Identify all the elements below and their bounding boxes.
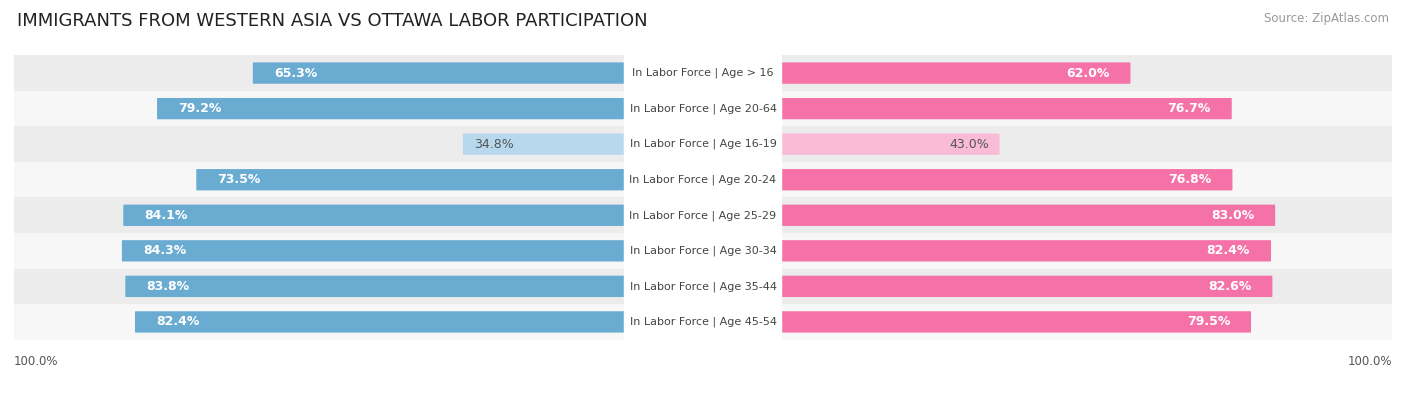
FancyBboxPatch shape [703, 276, 1272, 297]
Bar [14, 91, 1392, 126]
FancyBboxPatch shape [624, 224, 782, 278]
Text: In Labor Force | Age 45-54: In Labor Force | Age 45-54 [630, 317, 776, 327]
Legend: Immigrants from Western Asia, Ottawa: Immigrants from Western Asia, Ottawa [548, 390, 858, 395]
Text: In Labor Force | Age 30-34: In Labor Force | Age 30-34 [630, 246, 776, 256]
Text: In Labor Force | Age 25-29: In Labor Force | Age 25-29 [630, 210, 776, 220]
Text: 100.0%: 100.0% [14, 355, 59, 367]
Text: 83.8%: 83.8% [146, 280, 190, 293]
Text: 62.0%: 62.0% [1066, 67, 1109, 79]
FancyBboxPatch shape [125, 276, 703, 297]
FancyBboxPatch shape [157, 98, 703, 119]
Text: In Labor Force | Age > 16: In Labor Force | Age > 16 [633, 68, 773, 78]
FancyBboxPatch shape [624, 153, 782, 207]
FancyBboxPatch shape [197, 169, 703, 190]
Text: 79.2%: 79.2% [179, 102, 221, 115]
Bar [14, 233, 1392, 269]
Text: 84.3%: 84.3% [143, 245, 186, 257]
FancyBboxPatch shape [624, 82, 782, 135]
Text: 82.6%: 82.6% [1208, 280, 1251, 293]
FancyBboxPatch shape [624, 46, 782, 100]
FancyBboxPatch shape [703, 62, 1130, 84]
FancyBboxPatch shape [124, 205, 703, 226]
Text: In Labor Force | Age 16-19: In Labor Force | Age 16-19 [630, 139, 776, 149]
FancyBboxPatch shape [703, 169, 1233, 190]
Text: In Labor Force | Age 20-24: In Labor Force | Age 20-24 [630, 175, 776, 185]
Bar [14, 55, 1392, 91]
FancyBboxPatch shape [703, 205, 1275, 226]
FancyBboxPatch shape [624, 117, 782, 171]
Text: 100.0%: 100.0% [1347, 355, 1392, 367]
Bar [14, 198, 1392, 233]
Text: 34.8%: 34.8% [474, 138, 513, 150]
Text: 82.4%: 82.4% [156, 316, 200, 328]
FancyBboxPatch shape [463, 134, 703, 155]
Text: 76.7%: 76.7% [1167, 102, 1211, 115]
FancyBboxPatch shape [703, 240, 1271, 261]
Text: 82.4%: 82.4% [1206, 245, 1250, 257]
Text: 43.0%: 43.0% [949, 138, 988, 150]
Text: 83.0%: 83.0% [1211, 209, 1254, 222]
FancyBboxPatch shape [703, 311, 1251, 333]
Text: 79.5%: 79.5% [1187, 316, 1230, 328]
Text: 65.3%: 65.3% [274, 67, 316, 79]
Text: In Labor Force | Age 20-64: In Labor Force | Age 20-64 [630, 103, 776, 114]
Text: 76.8%: 76.8% [1168, 173, 1212, 186]
Text: In Labor Force | Age 35-44: In Labor Force | Age 35-44 [630, 281, 776, 292]
FancyBboxPatch shape [253, 62, 703, 84]
Text: IMMIGRANTS FROM WESTERN ASIA VS OTTAWA LABOR PARTICIPATION: IMMIGRANTS FROM WESTERN ASIA VS OTTAWA L… [17, 12, 648, 30]
Bar [14, 304, 1392, 340]
Bar [14, 162, 1392, 198]
Text: 73.5%: 73.5% [218, 173, 260, 186]
FancyBboxPatch shape [624, 260, 782, 313]
FancyBboxPatch shape [624, 188, 782, 242]
Bar [14, 126, 1392, 162]
FancyBboxPatch shape [703, 98, 1232, 119]
FancyBboxPatch shape [135, 311, 703, 333]
FancyBboxPatch shape [122, 240, 703, 261]
Text: 84.1%: 84.1% [145, 209, 187, 222]
Bar [14, 269, 1392, 304]
FancyBboxPatch shape [703, 134, 1000, 155]
Text: Source: ZipAtlas.com: Source: ZipAtlas.com [1264, 12, 1389, 25]
FancyBboxPatch shape [624, 295, 782, 349]
